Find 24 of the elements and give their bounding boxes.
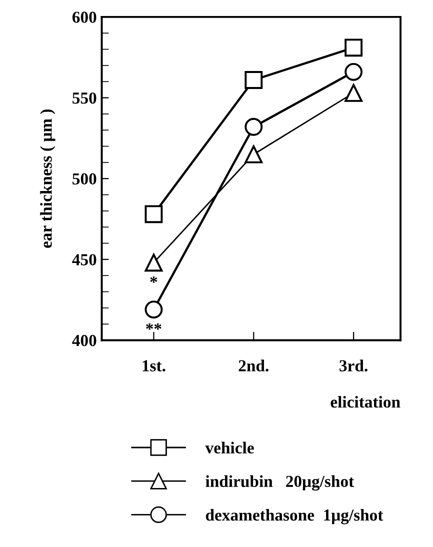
point	[244, 71, 263, 89]
point	[144, 254, 163, 272]
point	[144, 300, 163, 318]
point	[144, 205, 163, 224]
y-tick-label: 450	[72, 254, 96, 266]
point	[344, 84, 363, 102]
y-tick-label: 500	[72, 173, 96, 185]
annotation: *	[150, 276, 158, 283]
legend-label: vehicle	[205, 442, 254, 454]
annotation: **	[146, 323, 162, 330]
y-tick-label: 550	[72, 92, 96, 104]
point	[244, 118, 263, 136]
x-tick-label: 3rd.	[340, 360, 368, 372]
x-tick-label: 2nd.	[238, 360, 268, 372]
x-tick-label: 1st.	[142, 360, 166, 372]
legend-label: indirubin 20μg/shot	[206, 475, 354, 491]
x-axis-title: elicitation	[330, 396, 400, 408]
legend-label: dexamethasone 1μg/shot	[206, 508, 384, 524]
y-tick-label: 600	[72, 12, 96, 23]
y-axis-title: ear thickness ( μm )	[40, 109, 56, 248]
point	[344, 62, 363, 81]
point	[344, 38, 363, 57]
point	[244, 145, 263, 164]
y-tick-label: 400	[72, 334, 96, 346]
